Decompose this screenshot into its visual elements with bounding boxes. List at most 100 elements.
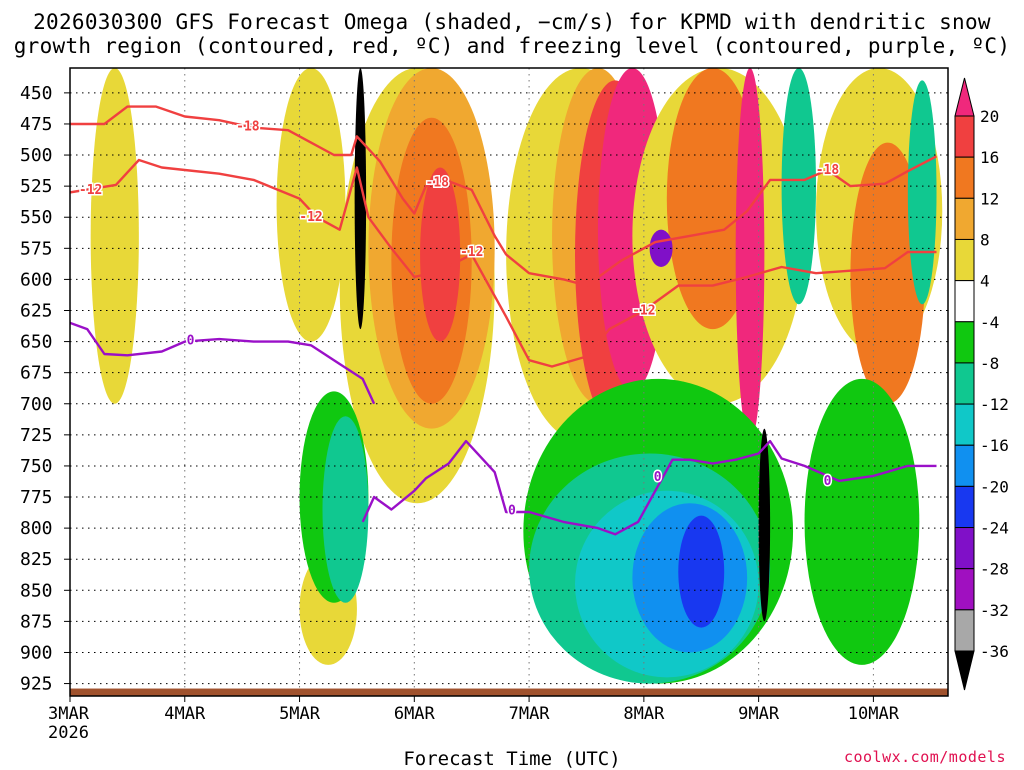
colorbar-band-2 xyxy=(954,156,975,199)
omega-region-6 xyxy=(420,167,461,342)
x-tick-label-7MAR: 7MAR xyxy=(509,704,551,724)
y-tick-label-725: 725 xyxy=(20,425,53,446)
contour-label-2-0: 0 xyxy=(187,333,195,348)
y-tick-label-450: 450 xyxy=(20,83,53,104)
colorbar-top-triangle xyxy=(954,77,975,117)
omega-region-29 xyxy=(907,80,937,305)
plot-frame xyxy=(69,67,949,697)
y-tick-label-925: 925 xyxy=(20,674,53,695)
colorbar-label-5: -4 xyxy=(980,313,999,332)
y-axis: 450 475 500 525 550 575 600 625 650 675 700 725 750 7… xyxy=(20,83,70,695)
colorbar-band-8 xyxy=(954,403,975,446)
contour-line-1 xyxy=(70,158,937,368)
omega-region-17 xyxy=(322,416,369,603)
colorbar-band-1 xyxy=(954,115,975,158)
y-tick-label-825: 825 xyxy=(20,549,53,570)
contour-label-0-0: -18 xyxy=(236,119,260,134)
contour-label-0-1: -18 xyxy=(426,175,450,190)
colorbar-label-6: -8 xyxy=(980,354,999,373)
x-tick-label-6MAR: 6MAR xyxy=(394,704,436,724)
colorbar-label-7: -12 xyxy=(980,395,1009,414)
colorbar-band-5 xyxy=(954,280,975,323)
colorbar-band-9 xyxy=(954,444,975,487)
chart-title-line-2: growth region (contoured, red, ºC) and f… xyxy=(13,34,1011,58)
contour-label-1-1: -12 xyxy=(299,210,322,225)
omega-region-23 xyxy=(678,515,725,628)
y-tick-label-750: 750 xyxy=(20,456,53,477)
omega-region-18 xyxy=(354,68,367,330)
contour-label-0-2: -18 xyxy=(816,163,840,178)
omega-region-25 xyxy=(758,428,771,622)
y-tick-label-800: 800 xyxy=(20,518,53,539)
y-tick-label-525: 525 xyxy=(20,176,53,197)
y-tick-label-900: 900 xyxy=(20,642,53,663)
y-tick-label-475: 475 xyxy=(20,114,53,135)
credit-text: coolwx.com/models xyxy=(843,748,1006,766)
colorbar-label-10: -24 xyxy=(980,519,1009,538)
y-tick-label-575: 575 xyxy=(20,238,53,259)
colorbar-band-7 xyxy=(954,362,975,405)
x-tick-label-8MAR: 8MAR xyxy=(623,704,665,724)
omega-region-27 xyxy=(781,68,817,305)
ground-strip xyxy=(70,688,948,696)
chart-title-line-1: 2026030300 GFS Forecast Omega (shaded, −… xyxy=(33,10,991,34)
colorbar-bottom-triangle xyxy=(954,650,975,691)
colorbar-label-12: -32 xyxy=(980,601,1009,620)
y-tick-label-700: 700 xyxy=(20,394,53,415)
contour-label-3-2: 0 xyxy=(824,474,832,489)
x-tick-label-9MAR: 9MAR xyxy=(738,704,780,724)
contour-label-1-0: -12 xyxy=(79,183,102,198)
contour-label-1-2: -12 xyxy=(460,245,483,260)
colorbar-band-6 xyxy=(954,321,975,364)
contour-line-3 xyxy=(361,439,937,536)
contour-label-3-0: 0 xyxy=(508,504,516,519)
x-tick-label-3MAR: 3MAR xyxy=(48,704,90,724)
colorbar-band-12 xyxy=(954,568,975,611)
colorbar-label-11: -28 xyxy=(980,560,1009,579)
contour-line-0 xyxy=(70,105,938,287)
colorbar-label-9: -20 xyxy=(980,477,1009,496)
grid-layer xyxy=(70,68,948,696)
omega-region-13 xyxy=(735,68,765,442)
colorbar-label-4: 4 xyxy=(980,272,990,291)
omega-region-1 xyxy=(276,68,346,342)
colorbar-band-10 xyxy=(954,485,975,529)
y-tick-label-500: 500 xyxy=(20,145,53,166)
colorbar-label-2: 12 xyxy=(980,189,999,208)
x-tick-sublabel-year: 2026 xyxy=(48,723,89,743)
x-tick-label-10MAR: 10MAR xyxy=(848,704,900,724)
omega-region-0 xyxy=(90,68,139,404)
x-tick-label-5MAR: 5MAR xyxy=(279,704,321,724)
colorbar-label-8: -16 xyxy=(980,436,1009,455)
colorbar-label-3: 8 xyxy=(980,230,990,249)
colorbar-band-11 xyxy=(954,527,975,570)
y-tick-label-600: 600 xyxy=(20,269,53,290)
y-tick-label-625: 625 xyxy=(20,300,53,321)
colorbar-band-3 xyxy=(954,197,975,240)
contour-label-3-1: 0 xyxy=(654,470,662,485)
contour-line-2 xyxy=(70,321,376,405)
ground-layer xyxy=(70,688,948,696)
x-tick-label-4MAR: 4MAR xyxy=(164,704,206,724)
colorbar-band-13 xyxy=(954,609,975,652)
y-tick-label-775: 775 xyxy=(20,487,53,508)
y-tick-label-675: 675 xyxy=(20,363,53,384)
colorbar-label-0: 20 xyxy=(980,107,999,126)
y-tick-label-650: 650 xyxy=(20,332,53,353)
omega-region-12 xyxy=(666,68,759,330)
colorbar: 20 16 12 8 4 -4 -8 -12 -16 -20 -24 -28 -32 -36 xyxy=(954,77,1009,691)
colorbar-label-1: 16 xyxy=(980,148,999,167)
omega-region-28 xyxy=(804,378,920,665)
colorbar-label-13: -36 xyxy=(980,642,1009,661)
contour-layer: -18 -18 -18 -12 -12 -12 -12 0 0 0 0 xyxy=(70,105,938,536)
x-axis-label: Forecast Time (UTC) xyxy=(403,748,621,770)
contour-label-1-3: -12 xyxy=(632,303,655,318)
omega-region-15 xyxy=(850,142,926,404)
colorbar-band-4 xyxy=(954,238,975,282)
omega-shading-layer xyxy=(90,68,943,684)
y-tick-label-875: 875 xyxy=(20,611,53,632)
y-tick-label-550: 550 xyxy=(20,207,53,228)
y-tick-label-850: 850 xyxy=(20,580,53,601)
